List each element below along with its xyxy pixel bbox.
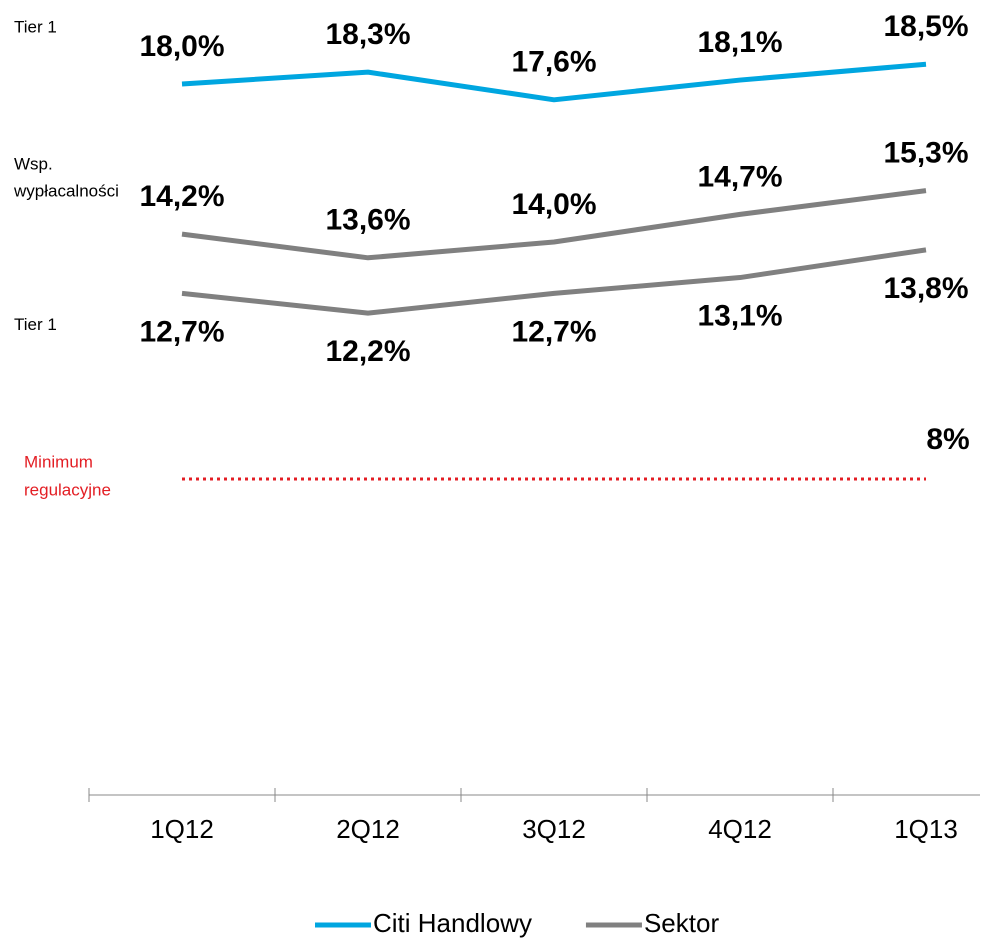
- reference-value-label: 8%: [926, 423, 969, 456]
- data-label: 17,6%: [511, 46, 596, 79]
- series-side-label: Wsp.: [14, 155, 53, 174]
- data-label: 18,3%: [325, 18, 410, 51]
- data-label: 14,2%: [139, 180, 224, 213]
- data-label: 13,1%: [697, 299, 782, 332]
- data-label: 13,8%: [883, 272, 968, 305]
- reference-label: regulacyjne: [24, 480, 111, 499]
- data-label: 18,1%: [697, 26, 782, 59]
- x-tick-label: 1Q13: [894, 814, 958, 844]
- data-label: 15,3%: [883, 137, 968, 170]
- series-side-label: wypłacalności: [13, 182, 119, 201]
- series-line: [181, 247, 927, 316]
- data-label: 14,7%: [697, 160, 782, 193]
- data-label: 13,6%: [325, 204, 410, 237]
- x-tick-label: 3Q12: [522, 814, 586, 844]
- x-tick-label: 4Q12: [708, 814, 772, 844]
- series-side-label: Tier 1: [14, 315, 57, 334]
- series-side-label: Tier 1: [14, 17, 57, 36]
- data-label: 12,7%: [139, 315, 224, 348]
- series-line: [181, 188, 927, 261]
- legend-label: Citi Handlowy: [373, 908, 532, 938]
- x-tick-label: 1Q12: [150, 814, 214, 844]
- legend-label: Sektor: [644, 908, 719, 938]
- data-label: 14,0%: [511, 188, 596, 221]
- reference-label: Minimum: [24, 452, 93, 471]
- series-line: [181, 61, 927, 103]
- data-label: 18,0%: [139, 30, 224, 63]
- data-label: 12,7%: [511, 315, 596, 348]
- data-label: 18,5%: [883, 10, 968, 43]
- x-tick-label: 2Q12: [336, 814, 400, 844]
- data-label: 12,2%: [325, 335, 410, 368]
